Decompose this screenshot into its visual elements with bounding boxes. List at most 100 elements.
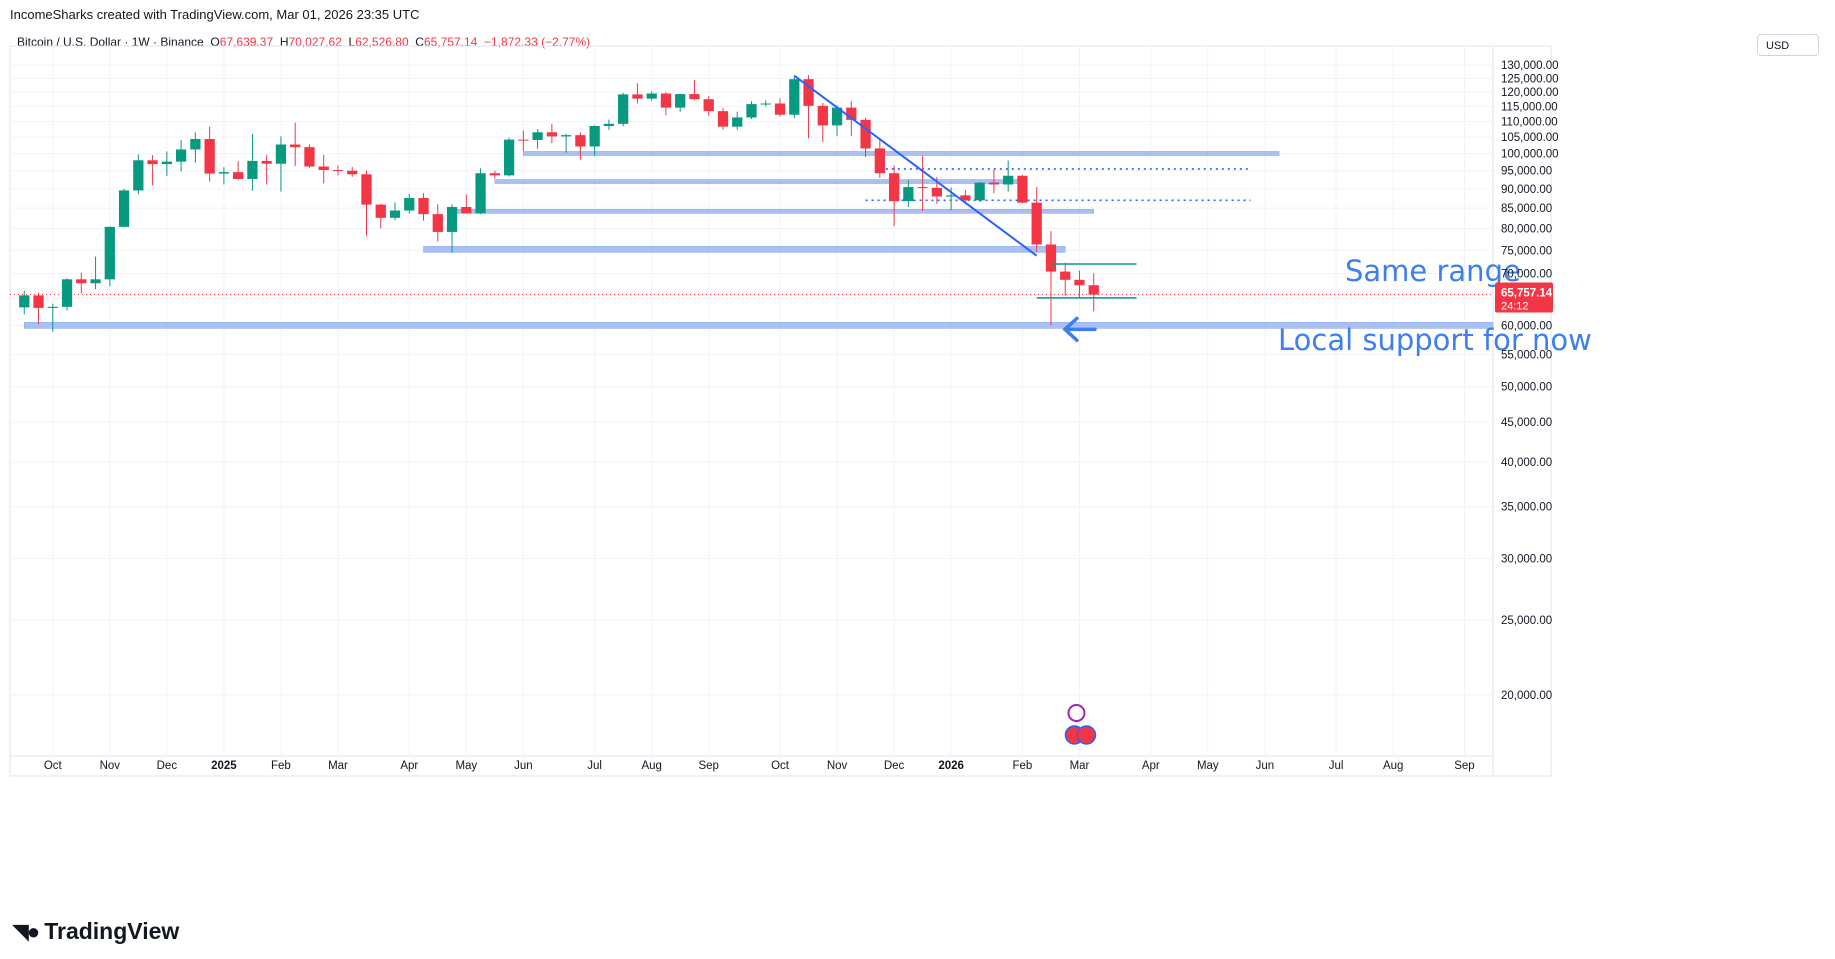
chart-drawings: Same range Local support for now [793,74,1592,745]
candle-body [104,226,115,280]
candle-body [1031,202,1042,245]
y-tick-label: 105,000.00 [1501,132,1559,144]
candle-body [389,210,401,218]
y-tick-label: 115,000.00 [1501,101,1558,113]
candle-body [689,94,700,100]
candle-body [432,214,443,232]
candle [404,193,415,214]
candle-body [418,198,429,215]
candle [161,151,172,177]
candle [318,154,329,184]
attribution-text: IncomeSharks created with TradingView.co… [10,7,420,22]
annotation-local-support: Local support for now [1278,323,1592,357]
candle [104,226,115,287]
y-tick-label: 125,000.00 [1501,73,1559,85]
candle [76,272,87,294]
candle-body [33,295,44,308]
candle [61,278,73,311]
candle-body [318,166,329,171]
candle-body [560,135,572,137]
candle [432,204,443,242]
y-tick-label: 25,000.00 [1501,615,1552,627]
candle [746,101,757,119]
tradingview-logo[interactable]: ◥● TradingView [12,918,179,945]
candle [632,83,643,104]
candle-body [61,279,73,307]
candle [546,123,557,144]
x-tick-label: Jun [514,760,533,772]
candle-body [803,79,814,106]
candle [518,130,529,152]
candle [218,167,230,185]
ohlc-low-label: L [348,35,356,49]
candle [33,292,44,325]
candle [461,194,472,214]
support-level [23,322,1494,329]
candle-body [1060,271,1071,280]
candle-body [632,94,643,99]
candle-body [90,279,101,284]
candle [332,165,344,176]
candle [290,122,301,167]
candle-body [1074,279,1085,286]
candle [1017,175,1028,204]
x-tick-label: Nov [827,760,848,772]
candle [732,111,743,130]
candle-body [147,160,158,165]
candle-body [175,149,187,162]
candle-body [703,99,714,112]
x-tick-label: Nov [100,760,121,772]
candle-body [290,144,301,148]
candle-body [903,187,914,202]
candle [717,108,729,130]
candle [703,96,714,116]
support-resistance-levels [10,151,1494,329]
annotation-same-range: Same range [1345,254,1521,288]
candle-body [575,135,586,147]
y-tick-label: 60,000.00 [1501,320,1552,332]
candle-body [76,279,87,284]
x-tick-label: Jun [1256,760,1275,772]
candle-body [332,170,344,172]
candle [19,290,30,315]
y-tick-label: 85,000.00 [1501,203,1552,215]
candle-body [746,104,757,118]
candle-body [618,94,629,124]
candle [789,75,800,119]
x-tick-label: Dec [157,760,178,772]
x-tick-label: Apr [400,760,418,772]
candle-body [361,174,372,205]
downtrend-line [793,74,1038,257]
y-tick-label: 35,000.00 [1501,502,1552,514]
x-tick-label: May [1197,760,1219,772]
candle [575,132,586,160]
candle [446,204,458,253]
price-axis: 20,000.00 25,000.00 30,000.00 35,000.00 40,0… [1501,60,1559,702]
candle-body [646,93,657,99]
candle-body [860,119,871,149]
y-tick-label: 120,000.00 [1501,87,1559,99]
candle-body [503,139,515,176]
brand-text: TradingView [44,918,180,944]
event-sparkle-icon [1067,704,1086,722]
price-tag-countdown: 24:12 [1501,301,1529,313]
candle [988,169,1000,194]
currency-selector[interactable]: USD [1757,34,1819,56]
candle [888,165,900,227]
x-tick-label: Sep [1454,760,1474,772]
candle [646,91,657,101]
candle-body [489,173,500,176]
candle [1088,273,1099,312]
candle [1060,262,1071,296]
y-tick-label: 100,000.00 [1501,148,1559,160]
candle-body [118,190,130,227]
candle [389,202,401,221]
x-tick-label: Oct [44,760,63,772]
event-flag-icon [1076,725,1097,745]
x-tick-label: Jul [1329,760,1344,772]
candle [233,160,244,180]
support-level [451,209,1095,214]
candle [1045,231,1057,326]
y-tick-label: 95,000.00 [1501,166,1552,178]
